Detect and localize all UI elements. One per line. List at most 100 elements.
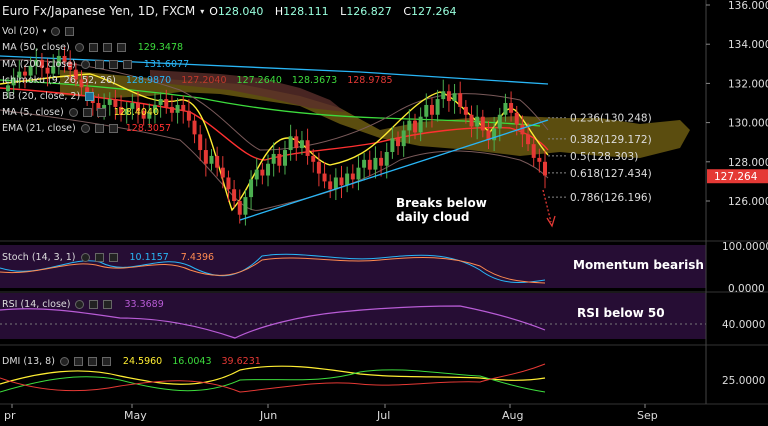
settings-icon[interactable] [65,26,75,36]
candle-body [249,179,254,198]
eye-icon[interactable] [80,252,90,262]
candle-body [113,99,118,107]
high-value: 128.111 [283,4,329,18]
candle-body [305,140,310,156]
annotation-breaks-line2: daily cloud [396,210,470,224]
candle-body [220,167,225,178]
candle-body [333,177,338,190]
settings-icon[interactable] [94,123,104,133]
candle-body [441,91,446,100]
fib-level-label: 0.236(130.248) [570,113,652,125]
eye-icon[interactable] [68,107,78,117]
low-label: L [340,4,347,18]
stoch-d-value: 7.4396 [180,251,215,263]
candle-body [345,173,350,186]
open-value: 128.040 [217,4,264,18]
vol-label: Vol (20) [2,25,39,37]
candle-body [6,85,10,92]
settings-icon[interactable] [82,107,92,117]
settings-icon[interactable] [88,42,98,52]
legend-vol[interactable]: Vol (20) ▾ [2,24,75,38]
ema21-line [0,87,549,161]
candle-body [39,59,44,68]
legend-ichimoku[interactable]: Ichimoku (9, 26, 52, 26) 128.9870 127.20… [2,73,393,87]
legend-stoch[interactable]: Stoch (14, 3, 1) 10.1157 7.4396 [2,250,214,264]
candle-body [96,103,101,111]
ma50-label: MA (50, close) [2,41,70,53]
candle-body [152,104,157,113]
eye-icon[interactable] [51,26,61,36]
close-icon[interactable] [101,356,111,366]
legend-ma5[interactable]: MA (5, close) 128.4040 [2,105,159,119]
x-axis-label: Jul [376,409,390,422]
eye-icon[interactable] [74,42,84,52]
ichimoku-cloud-red [150,70,345,112]
legend-bb[interactable]: BB (20, close, 2) [2,89,95,103]
open-label: O [209,4,218,18]
candle-body [136,103,141,111]
x-axis-label: Aug [502,409,523,422]
price-axis-label: 130.000 [728,118,768,130]
candle-body [469,114,474,127]
eye-icon[interactable] [85,91,95,101]
trendline [239,119,549,221]
eye-icon[interactable] [80,123,90,133]
legend-dmi[interactable]: DMI (13, 8) 24.5960 16.0043 39.6231 [2,354,261,368]
plus-icon[interactable] [108,123,118,133]
bb-upper [0,59,549,151]
fib-level-label: 0.786(126.196) [570,192,652,204]
chart-header: Euro Fx/Japanese Yen, 1D, FXCM ▾ O128.04… [2,4,457,18]
settings-icon[interactable] [89,299,99,309]
candle-body [531,144,536,158]
fib-level-label: 0.382(129.172) [570,134,652,146]
x-axis-label: Sep [637,409,658,422]
ma50-value: 129.3478 [137,41,184,53]
candle-body [463,106,468,115]
plus-icon[interactable] [103,299,113,309]
candle-body [480,116,485,131]
symbol-dropdown-icon[interactable]: ▾ [200,6,205,16]
plus-icon[interactable] [96,107,106,117]
price-axis-label: 126.000 [728,196,768,208]
eye-icon[interactable] [75,299,85,309]
settings-icon[interactable] [73,356,83,366]
plus-icon[interactable] [108,59,118,69]
legend-ma50[interactable]: MA (50, close) 129.3478 [2,40,183,54]
annotation-momentum: Momentum bearish [573,258,704,272]
candle-body [543,161,547,176]
symbol-title[interactable]: Euro Fx/Japanese Yen, 1D, FXCM [2,4,196,18]
candle-body [429,104,434,115]
eye-icon[interactable] [80,59,90,69]
candle-body [356,167,361,180]
stoch-axis-label: 0.0000 [728,283,765,295]
plus-icon[interactable] [102,42,112,52]
dmi-value-1: 24.5960 [122,355,163,367]
ma5-value: 128.4040 [113,106,160,118]
candle-body [520,124,525,135]
candle-body [147,112,152,119]
settings-icon[interactable] [94,252,104,262]
candle-body [537,157,542,162]
candle-body [514,112,519,125]
candle-body [367,159,372,170]
legend-rsi[interactable]: RSI (14, close) 33.3689 [2,297,164,311]
legend-ema21[interactable]: EMA (21, close) 128.3057 [2,121,171,135]
candle-body [62,55,67,62]
ichimoku-label: Ichimoku (9, 26, 52, 26) [2,74,116,86]
settings-icon[interactable] [94,59,104,69]
legend-ma200[interactable]: MA (200, close) 131.6077 [2,57,189,71]
stoch-d-line [0,257,546,284]
ichimoku-value-4: 128.3673 [291,74,338,86]
candle-body [446,91,451,102]
plus-icon[interactable] [108,252,118,262]
close-icon[interactable] [116,42,126,52]
close-icon[interactable] [122,59,132,69]
stoch-k-value: 10.1157 [129,251,169,263]
ema21-label: EMA (21, close) [2,122,76,134]
vol-dropdown-icon[interactable]: ▾ [42,27,47,35]
ma200-value: 131.6077 [143,58,190,70]
candle-body [56,55,61,66]
plus-icon[interactable] [87,356,97,366]
eye-icon[interactable] [59,356,69,366]
